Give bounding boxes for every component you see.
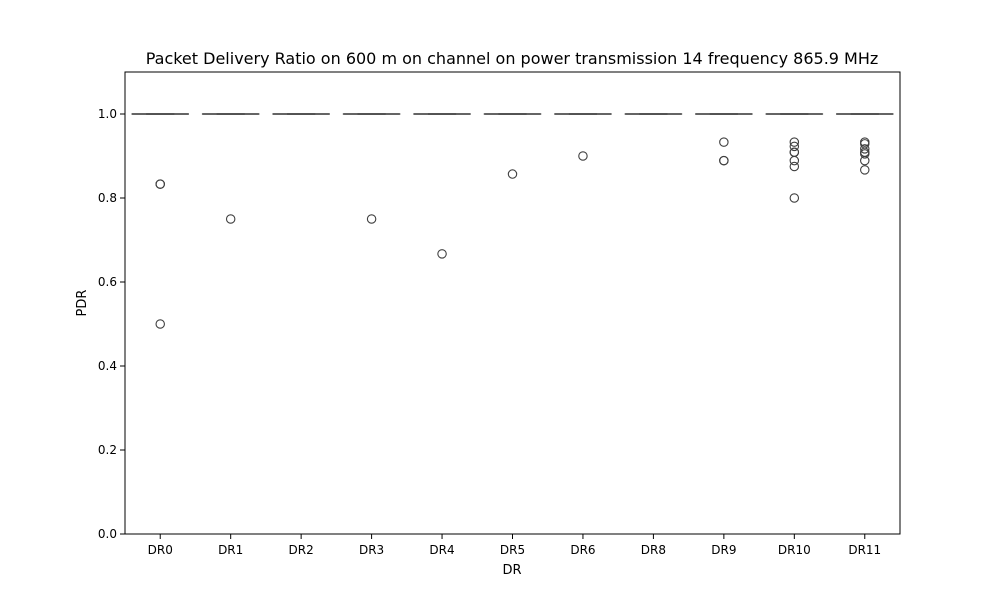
outlier-point-DR4 — [437, 249, 447, 259]
y-tick-label: 0.6 — [98, 275, 117, 289]
x-tick-label: DR4 — [429, 543, 454, 557]
outlier-point-DR10 — [789, 193, 800, 203]
outlier-point-DR11 — [860, 165, 870, 175]
y-tick-label: 0.8 — [98, 191, 117, 205]
x-tick-label: DR1 — [218, 543, 243, 557]
y-axis-label: PDR — [75, 290, 90, 317]
outlier-point-DR10 — [789, 141, 800, 152]
x-tick-label: DR6 — [570, 543, 595, 557]
x-tick-label: DR11 — [848, 543, 881, 557]
x-tick-label: DR3 — [359, 543, 384, 557]
y-tick-label: 1.0 — [98, 107, 117, 121]
plot-marks — [131, 113, 894, 329]
y-tick-label: 0.2 — [98, 443, 117, 457]
outlier-point-DR9 — [719, 155, 729, 166]
plot-area-frame — [124, 71, 901, 535]
x-axis: DR0 DR1 DR2 DR3 DR4 DR5 DR6 DR8 DR9 DR10 DR11 — [148, 534, 881, 557]
outlier-point-DR9 — [719, 137, 729, 147]
outlier-point-DR11 — [860, 149, 870, 159]
x-axis-label: DR — [502, 563, 521, 578]
outlier-point-DR10 — [789, 147, 800, 157]
outlier-point-DR10 — [789, 161, 800, 172]
y-tick-label: 0.0 — [98, 527, 117, 541]
outlier-point-DR0 — [155, 319, 165, 329]
x-tick-label: DR8 — [641, 543, 666, 557]
outlier-point-DR1 — [225, 214, 236, 224]
y-axis: 0.0 0.2 0.4 0.6 0.8 1.0 — [98, 107, 125, 541]
outlier-point-DR11 — [860, 144, 870, 154]
outlier-point-DR0 — [155, 179, 165, 189]
outlier-point-DR6 — [578, 151, 588, 161]
x-tick-label: DR10 — [778, 543, 811, 557]
x-tick-label: DR9 — [711, 543, 736, 557]
x-tick-label: DR5 — [500, 543, 525, 557]
outlier-point-DR11 — [860, 155, 870, 166]
outlier-point-DR10 — [789, 155, 800, 166]
chart-title: Packet Delivery Ratio on 600 m on channe… — [146, 49, 879, 68]
y-tick-label: 0.4 — [98, 359, 117, 373]
outlier-point-DR3 — [366, 214, 377, 224]
x-tick-label: DR2 — [289, 543, 314, 557]
outlier-point-DR5 — [507, 169, 518, 179]
x-tick-label: DR0 — [148, 543, 173, 557]
outlier-point-DR10 — [789, 137, 800, 147]
